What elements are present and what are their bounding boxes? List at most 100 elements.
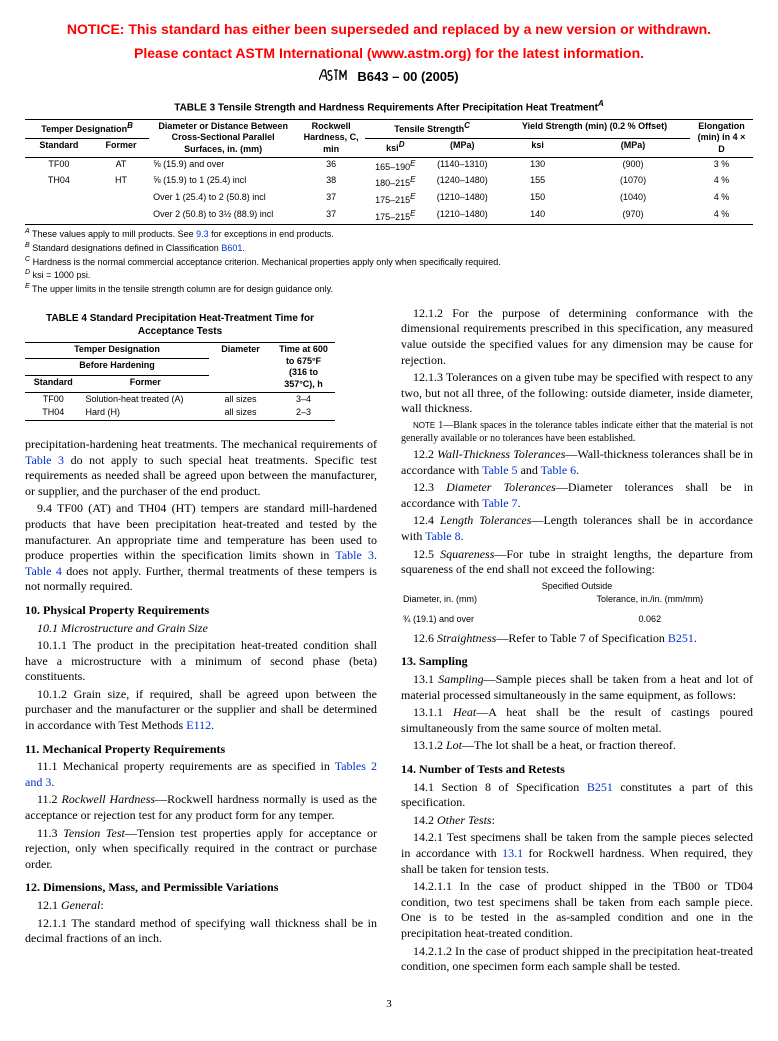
fn-text: . xyxy=(242,243,245,253)
para-122: 12.2 Wall-Thickness Tolerances—Wall-thic… xyxy=(401,447,753,478)
cell xyxy=(25,208,93,225)
heading-12: 12. Dimensions, Mass, and Permissible Va… xyxy=(25,880,377,896)
link-table7[interactable]: Table 7 xyxy=(482,496,517,510)
th-yield: Yield Strength (min) (0.2 % Offset) xyxy=(499,119,690,138)
th-mpa: (MPa) xyxy=(425,138,499,157)
link-b251[interactable]: B251 xyxy=(668,631,694,645)
cell: TH04 xyxy=(25,174,93,191)
astm-logo xyxy=(319,68,349,87)
cell: TF00 xyxy=(25,157,93,174)
para-1212: 12.1.2 For the purpose of determining co… xyxy=(401,306,753,368)
cell: 155 xyxy=(499,174,576,191)
th-elong: Elongation (min) in 4 × D xyxy=(690,119,753,157)
link-131[interactable]: 13.1 xyxy=(502,846,523,860)
cell: 4 % xyxy=(690,191,753,208)
note-1: NOTE 1—Blank spaces in the tolerance tab… xyxy=(401,419,753,445)
th-standard: Standard xyxy=(25,138,93,157)
cell: AT xyxy=(93,157,149,174)
fn-text: ksi = 1000 psi. xyxy=(33,270,91,280)
link-table6[interactable]: Table 6 xyxy=(541,463,576,477)
link-b601[interactable]: B601 xyxy=(221,243,242,253)
link-table8[interactable]: Table 8 xyxy=(425,529,460,543)
para-1311: 13.1.1 Heat—A heat shall be the result o… xyxy=(401,705,753,736)
cell: 140 xyxy=(499,208,576,225)
th-temper4: Temper Designation xyxy=(25,342,209,359)
para-1012: 10.1.2 Grain size, if required, shall be… xyxy=(25,687,377,734)
cell: Over 2 (50.8) to 3½ (88.9) incl xyxy=(149,208,297,225)
th-before: Before Hardening xyxy=(25,359,209,376)
para-125: 12.5 Squareness—For tube in straight len… xyxy=(401,547,753,578)
para-precip: precipitation-hardening heat treatments.… xyxy=(25,437,377,499)
table-row: TF00 Solution-heat treated (A) all sizes… xyxy=(25,392,335,406)
cell: (970) xyxy=(576,208,690,225)
fn-text: The upper limits in the tensile strength… xyxy=(32,284,333,294)
table-row: Over 1 (25.4) to 2 (50.8) incl 37 175–21… xyxy=(25,191,753,208)
th-rockwell: Rockwell Hardness, C, min xyxy=(297,119,365,157)
cell: (1040) xyxy=(576,191,690,208)
table-row: TF00 AT ⅝ (15.9) and over 36 165–190E (1… xyxy=(25,157,753,174)
cell: (1210–1480) xyxy=(425,191,499,208)
link-e112[interactable]: E112 xyxy=(186,718,211,732)
table-row: TH04 HT ⅝ (15.9) to 1 (25.4) incl 38 180… xyxy=(25,174,753,191)
link-table3b[interactable]: Table 3 xyxy=(335,548,374,562)
notice-line2: Please contact ASTM International (www.a… xyxy=(25,44,753,62)
cell: (900) xyxy=(576,157,690,174)
para-1011: 10.1.1 The product in the precipitation … xyxy=(25,638,377,685)
sq-row-tol: 0.062 xyxy=(547,613,753,627)
sq-hdr: Specified Outside xyxy=(401,580,753,594)
table-row: Over 2 (50.8) to 3½ (88.9) incl 37 175–2… xyxy=(25,208,753,225)
link-b251-2[interactable]: B251 xyxy=(587,780,613,794)
right-column: 12.1.2 For the purpose of determining co… xyxy=(401,306,753,977)
table3: Temper DesignationB Diameter or Distance… xyxy=(25,119,753,226)
document-id-text: B643 – 00 (2005) xyxy=(357,69,458,84)
cell: 3 % xyxy=(690,157,753,174)
cell: 175–215E xyxy=(365,191,425,208)
cell: 36 xyxy=(297,157,365,174)
cell: HT xyxy=(93,174,149,191)
notice-line1: NOTICE: This standard has either been su… xyxy=(25,20,753,38)
cell: (1210–1480) xyxy=(425,208,499,225)
cell: all sizes xyxy=(209,406,272,420)
cell: (1140–1310) xyxy=(425,157,499,174)
table3-title: TABLE 3 Tensile Strength and Hardness Re… xyxy=(25,99,753,114)
para-121: 12.1 General: xyxy=(25,898,377,914)
para-14212: 14.2.1.2 In the case of product shipped … xyxy=(401,944,753,975)
table4: Temper Designation Diameter Time at 600 … xyxy=(25,342,335,421)
para-124: 12.4 Length Tolerances—Length tolerances… xyxy=(401,513,753,544)
cell: all sizes xyxy=(209,392,272,406)
cell: 4 % xyxy=(690,174,753,191)
cell: (1240–1480) xyxy=(425,174,499,191)
link-table5[interactable]: Table 5 xyxy=(482,463,517,477)
para-113: 11.3 Tension Test—Tension test propertie… xyxy=(25,826,377,873)
heading-14: 14. Number of Tests and Retests xyxy=(401,762,753,778)
para-101: 10.1 Microstructure and Grain Size xyxy=(25,621,377,637)
cell: 180–215E xyxy=(365,174,425,191)
table4-title: TABLE 4 Standard Precipitation Heat-Trea… xyxy=(25,312,335,338)
cell: Hard (H) xyxy=(82,406,210,420)
page-number: 3 xyxy=(25,997,753,1011)
fn-text: for exceptions in end products. xyxy=(209,229,334,239)
cell xyxy=(25,191,93,208)
link-table3[interactable]: Table 3 xyxy=(25,453,64,467)
th-std4: Standard xyxy=(25,376,82,393)
th-dia4: Diameter xyxy=(209,342,272,392)
th-former: Former xyxy=(93,138,149,157)
cell xyxy=(93,208,149,225)
cell: 37 xyxy=(297,191,365,208)
cell: 38 xyxy=(297,174,365,191)
th-diameter: Diameter or Distance Between Cross-Secti… xyxy=(149,119,297,157)
fn-text: These values apply to mill products. See xyxy=(32,229,196,239)
para-141: 14.1 Section 8 of Specification B251 con… xyxy=(401,780,753,811)
para-94: 9.4 TF00 (AT) and TH04 (HT) tempers are … xyxy=(25,501,377,595)
link-93[interactable]: 9.3 xyxy=(196,229,209,239)
para-14211: 14.2.1.1 In the case of product shipped … xyxy=(401,879,753,941)
cell xyxy=(93,191,149,208)
heading-10: 10. Physical Property Requirements xyxy=(25,603,377,619)
para-1312: 13.1.2 Lot—The lot shall be a heat, or f… xyxy=(401,738,753,754)
link-table4[interactable]: Table 4 xyxy=(25,564,62,578)
para-1213: 12.1.3 Tolerances on a given tube may be… xyxy=(401,370,753,417)
sq-row-dia: ¾ (19.1) and over xyxy=(401,613,547,627)
th-time4: Time at 600 to 675°F (316 to 357°C), h xyxy=(272,342,335,392)
cell: ⅝ (15.9) and over xyxy=(149,157,297,174)
para-112: 11.2 Rockwell Hardness—Rockwell hardness… xyxy=(25,792,377,823)
